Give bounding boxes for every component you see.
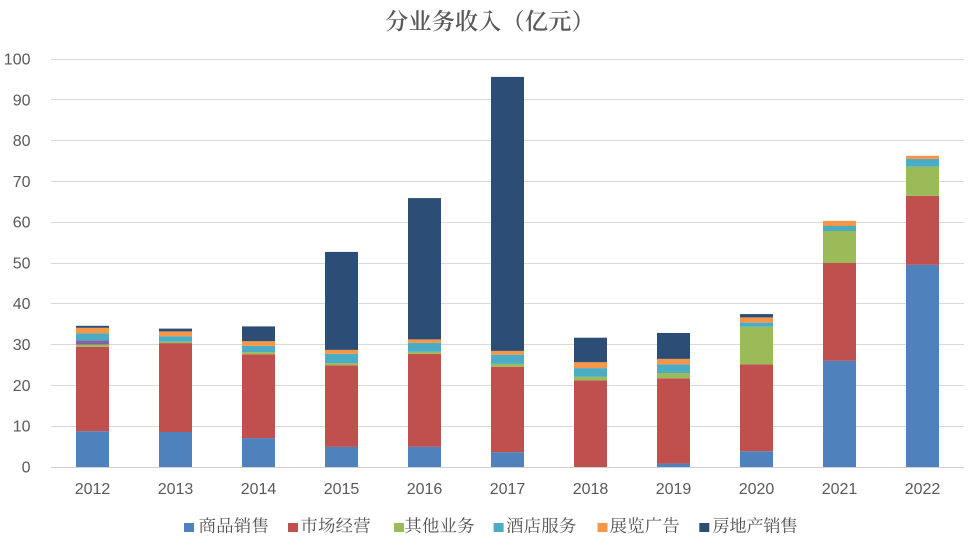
svg-text:2017: 2017 bbox=[490, 481, 526, 498]
svg-text:2022: 2022 bbox=[905, 481, 941, 498]
svg-text:2020: 2020 bbox=[739, 481, 775, 498]
svg-text:90: 90 bbox=[13, 92, 31, 109]
svg-text:2019: 2019 bbox=[656, 481, 692, 498]
svg-text:20: 20 bbox=[13, 378, 31, 395]
svg-text:60: 60 bbox=[13, 215, 31, 232]
svg-text:2013: 2013 bbox=[158, 481, 194, 498]
svg-text:2014: 2014 bbox=[241, 481, 277, 498]
svg-text:80: 80 bbox=[13, 133, 31, 150]
svg-text:0: 0 bbox=[22, 459, 31, 476]
svg-text:2018: 2018 bbox=[573, 481, 609, 498]
svg-text:2016: 2016 bbox=[407, 481, 443, 498]
svg-text:10: 10 bbox=[13, 419, 31, 436]
svg-text:70: 70 bbox=[13, 174, 31, 191]
svg-text:40: 40 bbox=[13, 296, 31, 313]
svg-text:100: 100 bbox=[4, 52, 31, 69]
svg-text:2021: 2021 bbox=[822, 481, 858, 498]
svg-text:30: 30 bbox=[13, 337, 31, 354]
svg-text:2012: 2012 bbox=[75, 481, 111, 498]
svg-text:2015: 2015 bbox=[324, 481, 360, 498]
svg-text:50: 50 bbox=[13, 256, 31, 273]
